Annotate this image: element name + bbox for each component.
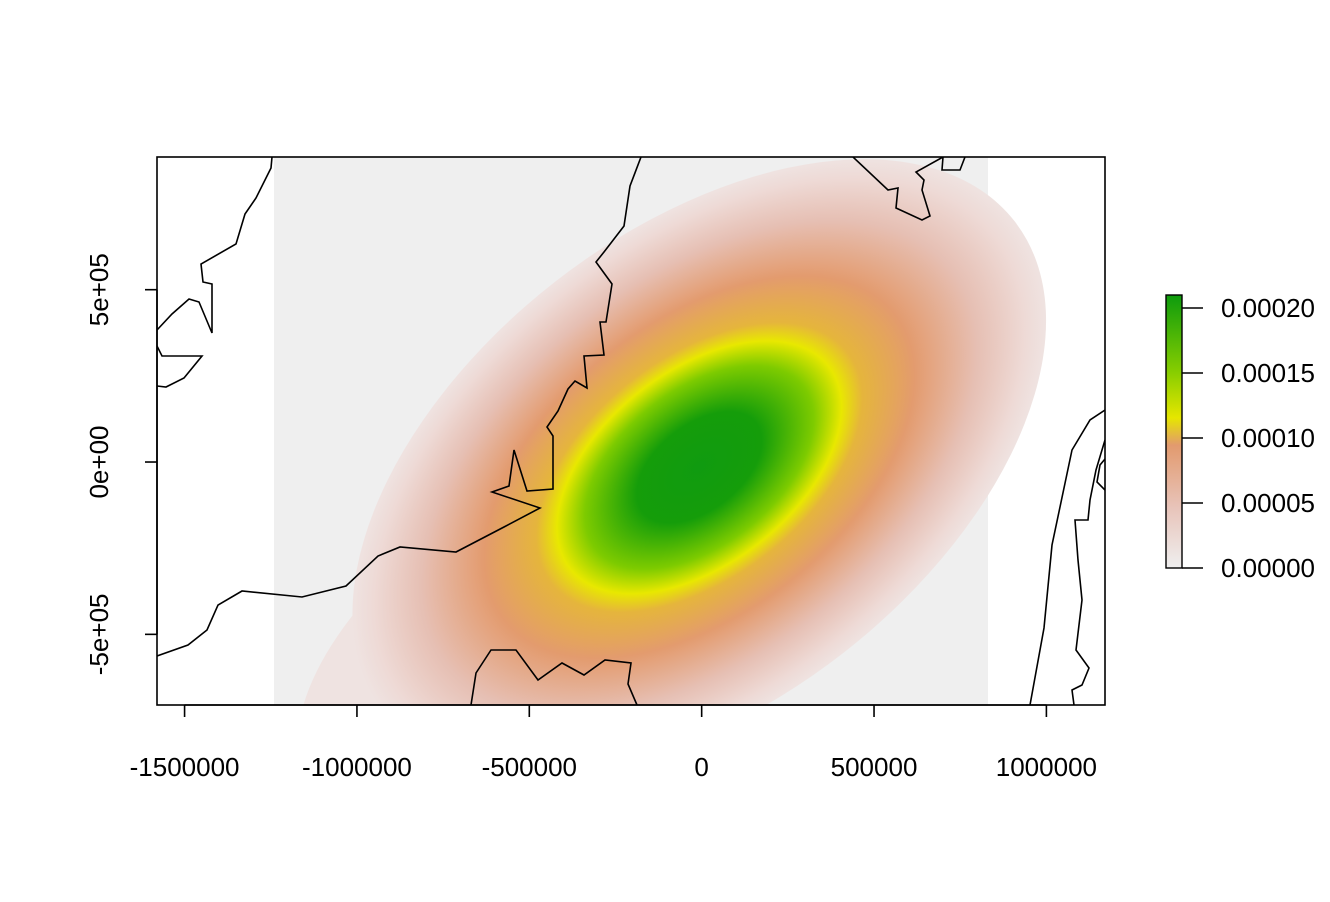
y-axis: 5e+05 0e+00 -5e+05 [84, 253, 158, 676]
coastline-east-inner [1096, 458, 1105, 491]
y-tick-label: 0e+00 [84, 426, 114, 499]
colorbar-ticks: 0.00000 0.00005 0.00010 0.00015 0.00020 [1182, 293, 1315, 583]
density-surface [297, 159, 1047, 705]
colorbar-tick-label: 0.00005 [1221, 488, 1315, 518]
coastlines [157, 157, 1105, 705]
coastline-continent [157, 157, 642, 657]
colorbar-tick-label: 0.00015 [1221, 358, 1315, 388]
coastline-east [1029, 409, 1105, 705]
x-tick-label: -500000 [482, 752, 577, 782]
coastline-north-east [852, 157, 966, 221]
colorbar-legend: 0.00000 0.00005 0.00010 0.00015 0.00020 [1165, 293, 1315, 583]
x-tick-label: -1500000 [130, 752, 240, 782]
colorbar-tick-label: 0.00000 [1221, 553, 1315, 583]
x-axis: -1500000 -1000000 -500000 0 500000 1000000 [130, 704, 1097, 782]
x-tick-label: 500000 [831, 752, 918, 782]
colorbar-tick-label: 0.00010 [1221, 423, 1315, 453]
density-main-lobe [352, 159, 1047, 705]
x-tick-label: -1000000 [302, 752, 412, 782]
colorbar [1165, 294, 1183, 569]
colorbar-tick-label: 0.00020 [1221, 293, 1315, 323]
x-tick-label: 0 [694, 752, 708, 782]
coastline-west-lower [157, 345, 204, 388]
coastline-east-island [1071, 439, 1105, 705]
y-tick-label: -5e+05 [84, 594, 114, 676]
coastline-west-upper [157, 157, 273, 334]
y-tick-label: 5e+05 [84, 253, 114, 326]
raster-layer [274, 157, 1047, 705]
x-tick-label: 1000000 [996, 752, 1097, 782]
coastline-south [470, 649, 638, 705]
